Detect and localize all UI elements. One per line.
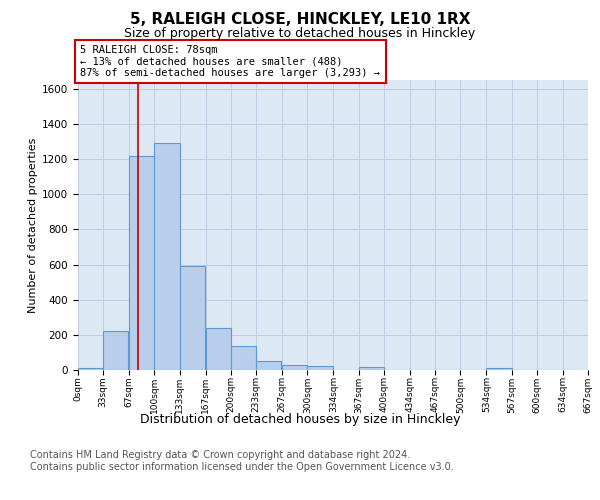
- Bar: [206, 328, 231, 370]
- Bar: [256, 361, 281, 370]
- Bar: [359, 368, 384, 370]
- Bar: [231, 346, 256, 370]
- Text: 5, RALEIGH CLOSE, HINCKLEY, LE10 1RX: 5, RALEIGH CLOSE, HINCKLEY, LE10 1RX: [130, 12, 470, 28]
- Bar: [487, 368, 512, 370]
- Bar: [103, 332, 128, 370]
- Text: 5 RALEIGH CLOSE: 78sqm
← 13% of detached houses are smaller (488)
87% of semi-de: 5 RALEIGH CLOSE: 78sqm ← 13% of detached…: [80, 45, 380, 78]
- Bar: [78, 368, 103, 370]
- Bar: [179, 266, 205, 370]
- Y-axis label: Number of detached properties: Number of detached properties: [28, 138, 38, 312]
- Text: Size of property relative to detached houses in Hinckley: Size of property relative to detached ho…: [124, 28, 476, 40]
- Bar: [154, 144, 179, 370]
- Text: Distribution of detached houses by size in Hinckley: Distribution of detached houses by size …: [140, 412, 460, 426]
- Bar: [282, 364, 307, 370]
- Bar: [129, 156, 154, 370]
- Text: Contains HM Land Registry data © Crown copyright and database right 2024.
Contai: Contains HM Land Registry data © Crown c…: [30, 450, 454, 471]
- Bar: [307, 366, 332, 370]
